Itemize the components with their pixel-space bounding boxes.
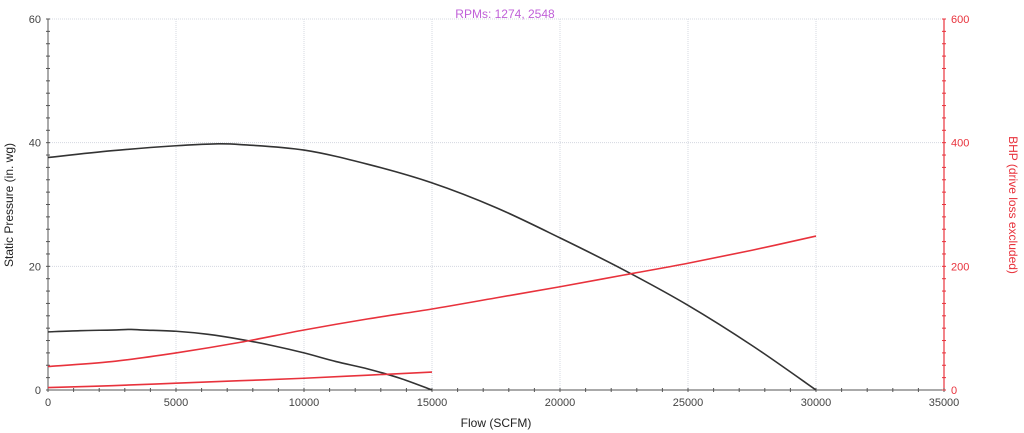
pressure-curve-1 xyxy=(47,328,433,391)
axes: 0 5000 10000 15000 20000 25000 30000 3500002040… xyxy=(29,14,970,409)
x-tick-label: 30000 xyxy=(801,397,832,409)
x-tick-label: 15000 xyxy=(417,397,448,409)
y-axis-title: Static Pressure (in. wg) xyxy=(2,143,16,267)
y-tick-label: 60 xyxy=(29,14,41,26)
x-tick-label: 10000 xyxy=(289,397,320,409)
y2-axis-title: BHP (drive loss excluded) xyxy=(1006,136,1020,274)
bhp-curve-2 xyxy=(47,235,817,368)
x-tick-label: 5000 xyxy=(164,397,188,409)
x-tick-label: 35000 xyxy=(929,397,960,409)
y2-tick-label: 0 xyxy=(951,385,957,397)
y2-tick-label: 600 xyxy=(951,14,969,26)
y-tick-label: 20 xyxy=(29,261,41,273)
grid-lines xyxy=(48,18,944,390)
series-lines xyxy=(47,142,817,391)
bhp-curve-3 xyxy=(47,371,433,389)
y2-tick-label: 400 xyxy=(951,138,969,150)
x-axis-title: Flow (SCFM) xyxy=(461,416,532,430)
chart-title: RPMs: 1274, 2548 xyxy=(455,7,555,21)
y-tick-label: 40 xyxy=(29,138,41,150)
x-tick-label: 20000 xyxy=(545,397,576,409)
pressure-curve-0 xyxy=(47,142,817,391)
x-tick-label: 0 xyxy=(45,397,51,409)
y-tick-label: 0 xyxy=(35,385,41,397)
x-tick-label: 25000 xyxy=(673,397,704,409)
y2-tick-label: 200 xyxy=(951,261,969,273)
